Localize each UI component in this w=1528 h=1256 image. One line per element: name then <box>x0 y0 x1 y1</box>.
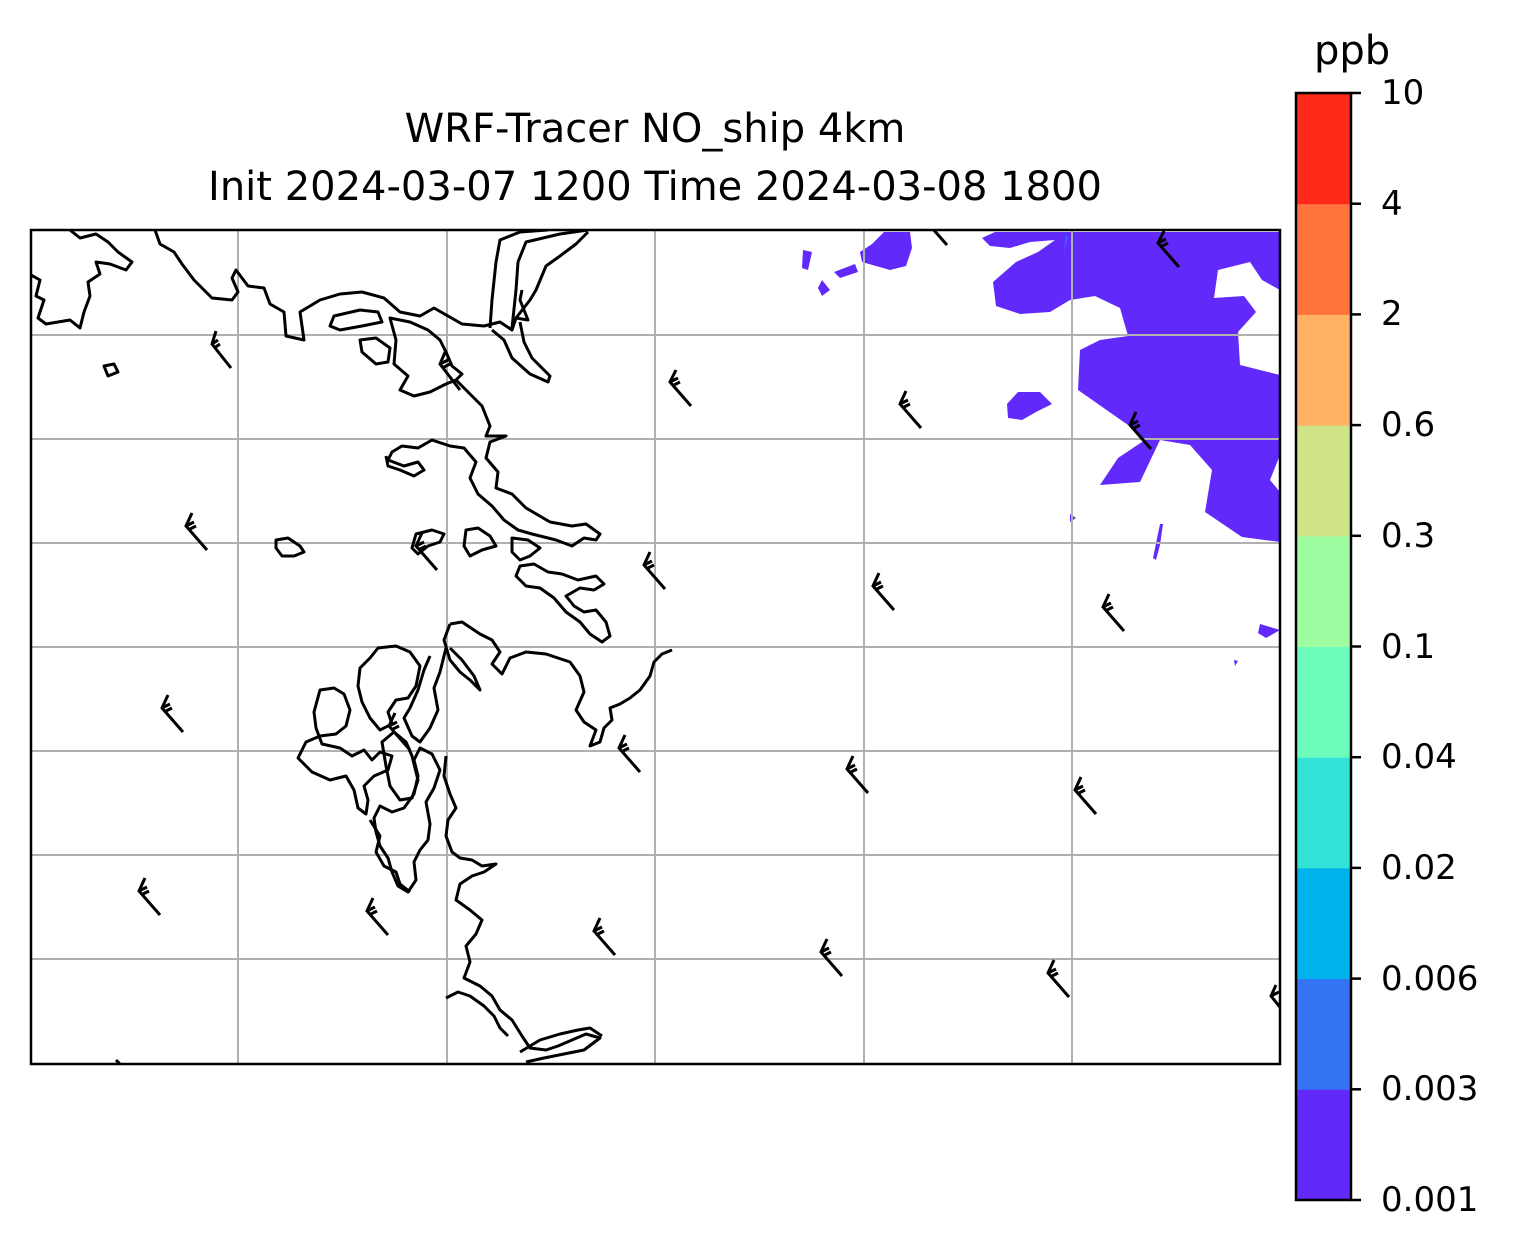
wind-barb <box>184 512 209 551</box>
colorbar-tick-label: 0.04 <box>1381 737 1457 778</box>
colorbar-segment <box>1296 1089 1351 1201</box>
colorbar-segment <box>1296 425 1351 537</box>
wind-barb <box>668 369 693 407</box>
coast-central-west <box>356 644 422 732</box>
coast-south-bay <box>519 1026 603 1054</box>
wind-barb <box>898 390 923 429</box>
wind-barb <box>642 551 667 590</box>
coast-mid-islands <box>514 562 612 644</box>
plume-thin <box>1064 236 1068 252</box>
colorbar-tick-label: 0.003 <box>1381 1069 1479 1110</box>
coast-river-west <box>488 230 549 329</box>
plume-top-left <box>860 232 912 270</box>
plume-main <box>982 232 1280 542</box>
coast-island <box>510 536 542 562</box>
colorbar-segment <box>1296 203 1351 315</box>
colorbar-tick-label: 0.1 <box>1381 626 1436 667</box>
coast-inner-channel <box>380 730 420 802</box>
wind-barb <box>871 572 896 611</box>
coast-bay-east <box>491 321 552 384</box>
wind-barbs <box>137 230 1280 1010</box>
coast-northwest <box>31 230 134 330</box>
coast-island <box>410 528 446 556</box>
colorbar-tick-label: 10 <box>1381 73 1425 113</box>
colorbar-segment <box>1296 535 1351 647</box>
wind-barb <box>210 330 233 369</box>
wind-barb <box>845 755 870 794</box>
plume-piece <box>802 250 812 270</box>
wind-barb <box>1156 230 1181 268</box>
coast-central-bay-west <box>442 623 482 692</box>
coast-west-bay <box>384 378 602 548</box>
map-title-line-1: WRF-Tracer NO_ship 4km <box>404 106 906 152</box>
map-frame <box>29 228 1282 1066</box>
wind-barb <box>1046 959 1071 998</box>
colorbar-tick-label: 0.001 <box>1381 1180 1479 1220</box>
wind-barb <box>592 917 617 956</box>
colorbar-segment <box>1296 93 1351 205</box>
colorbar-tick-label: 0.006 <box>1381 958 1479 999</box>
wind-barb <box>438 349 462 391</box>
wind-barb <box>1073 776 1098 815</box>
plume-piece <box>1007 392 1052 420</box>
colorbar-segment <box>1296 757 1351 869</box>
wind-barb <box>365 897 390 936</box>
colorbar <box>1294 91 1361 1202</box>
wind-barb <box>160 694 185 733</box>
coast-island <box>328 308 384 332</box>
wind-barb <box>1269 984 1280 1010</box>
coast-western-peninsula <box>296 686 394 816</box>
colorbar-tick-label: 0.3 <box>1381 515 1436 556</box>
coast-island <box>462 526 498 558</box>
colorbar-tick-label: 2 <box>1381 294 1403 335</box>
coast-island <box>358 336 392 366</box>
map-title-line-2: Init 2024-03-07 1200 Time 2024-03-08 180… <box>208 164 1102 210</box>
coast-lower-west <box>368 819 411 894</box>
colorbar-segment <box>1296 867 1351 980</box>
coastlines <box>31 230 673 1064</box>
plume-piece <box>834 264 858 278</box>
wind-barb <box>617 734 642 773</box>
coast-island <box>274 536 306 558</box>
coast-central-bay <box>449 620 673 748</box>
plume-piece <box>1258 624 1280 638</box>
coast-river-mouth <box>514 230 590 319</box>
colorbar-segment <box>1296 646 1351 758</box>
plume-piece <box>1234 660 1238 666</box>
wind-barb <box>819 938 844 977</box>
wind-barb <box>1128 411 1153 450</box>
wind-barb <box>414 532 439 571</box>
coast-west-shore <box>402 647 448 744</box>
colorbar-segment <box>1296 978 1351 1090</box>
colorbar-tick-label: 0.6 <box>1381 405 1436 446</box>
coast-lower-channel <box>372 746 442 894</box>
coast-eastern-shore <box>442 755 602 1064</box>
tracer-plume <box>802 232 1280 666</box>
plume-piece <box>818 280 830 296</box>
colorbar-unit-label: ppb <box>1314 28 1391 74</box>
coast-north-shore <box>153 230 530 342</box>
colorbar-tick-label: 4 <box>1381 183 1403 224</box>
coast-island <box>102 362 120 378</box>
coast-river-east <box>510 230 589 329</box>
coast-peninsula <box>388 316 464 398</box>
colorbar-tick-label: 0.02 <box>1381 847 1457 888</box>
coast-eastern-shore-inner <box>445 990 510 1038</box>
wind-barb <box>387 712 412 751</box>
wind-barb <box>1101 593 1126 632</box>
wind-barb <box>137 877 162 916</box>
colorbar-segment <box>1296 314 1351 426</box>
map-gridlines <box>31 230 1280 1064</box>
